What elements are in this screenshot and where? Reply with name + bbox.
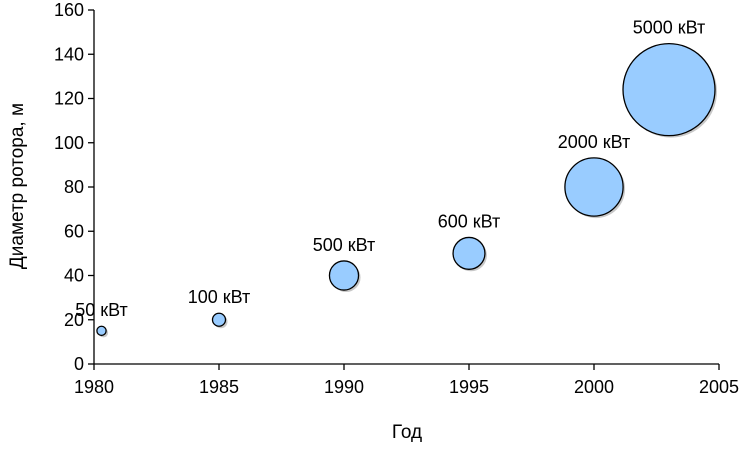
bubble-point: [96, 325, 107, 337]
bubble-point: [328, 260, 360, 291]
bubble-data-label: 50 кВт: [75, 300, 128, 320]
x-tick-label: 1995: [449, 377, 489, 397]
data-labels-group: 50 кВт 100 кВт 500 кВт 600 кВт 2000 кВт 5000 …: [75, 18, 705, 321]
bubble-data-label: 5000 кВт: [633, 18, 706, 38]
y-tick-label: 40: [64, 266, 84, 286]
y-tick-label: 100: [54, 133, 84, 153]
x-axis-title: Год: [392, 422, 422, 443]
y-tick-label: 60: [64, 221, 84, 241]
y-tick-label: 140: [54, 44, 84, 64]
bubble-data-label: 600 кВт: [438, 211, 501, 231]
bubble-data-label: 2000 кВт: [558, 132, 631, 152]
axes-group: 0 20 40 60 80 100 120 140 160 1980 1985 1990 1995 200…: [54, 0, 739, 397]
bubbles-group: [96, 43, 717, 338]
y-axis-title: Диаметр ротора, м: [7, 103, 28, 269]
y-tick-label: 160: [54, 0, 84, 20]
x-tick-label: 1985: [199, 377, 239, 397]
x-tick-label: 1980: [74, 377, 114, 397]
x-tick-label: 2000: [574, 377, 614, 397]
bubble-data-label: 100 кВт: [188, 287, 251, 307]
bubble-point: [452, 236, 486, 270]
bubble-point: [622, 43, 716, 137]
y-tick-label: 120: [54, 89, 84, 109]
y-tick-label: 80: [64, 177, 84, 197]
y-tick-label: 0: [74, 354, 84, 374]
x-tick-label: 1990: [324, 377, 364, 397]
y-tick-label: 20: [64, 310, 84, 330]
x-tick-label: 2005: [699, 377, 739, 397]
bubble-point: [211, 312, 227, 327]
bubble-data-label: 500 кВт: [313, 235, 376, 255]
bubble-point: [564, 157, 624, 217]
